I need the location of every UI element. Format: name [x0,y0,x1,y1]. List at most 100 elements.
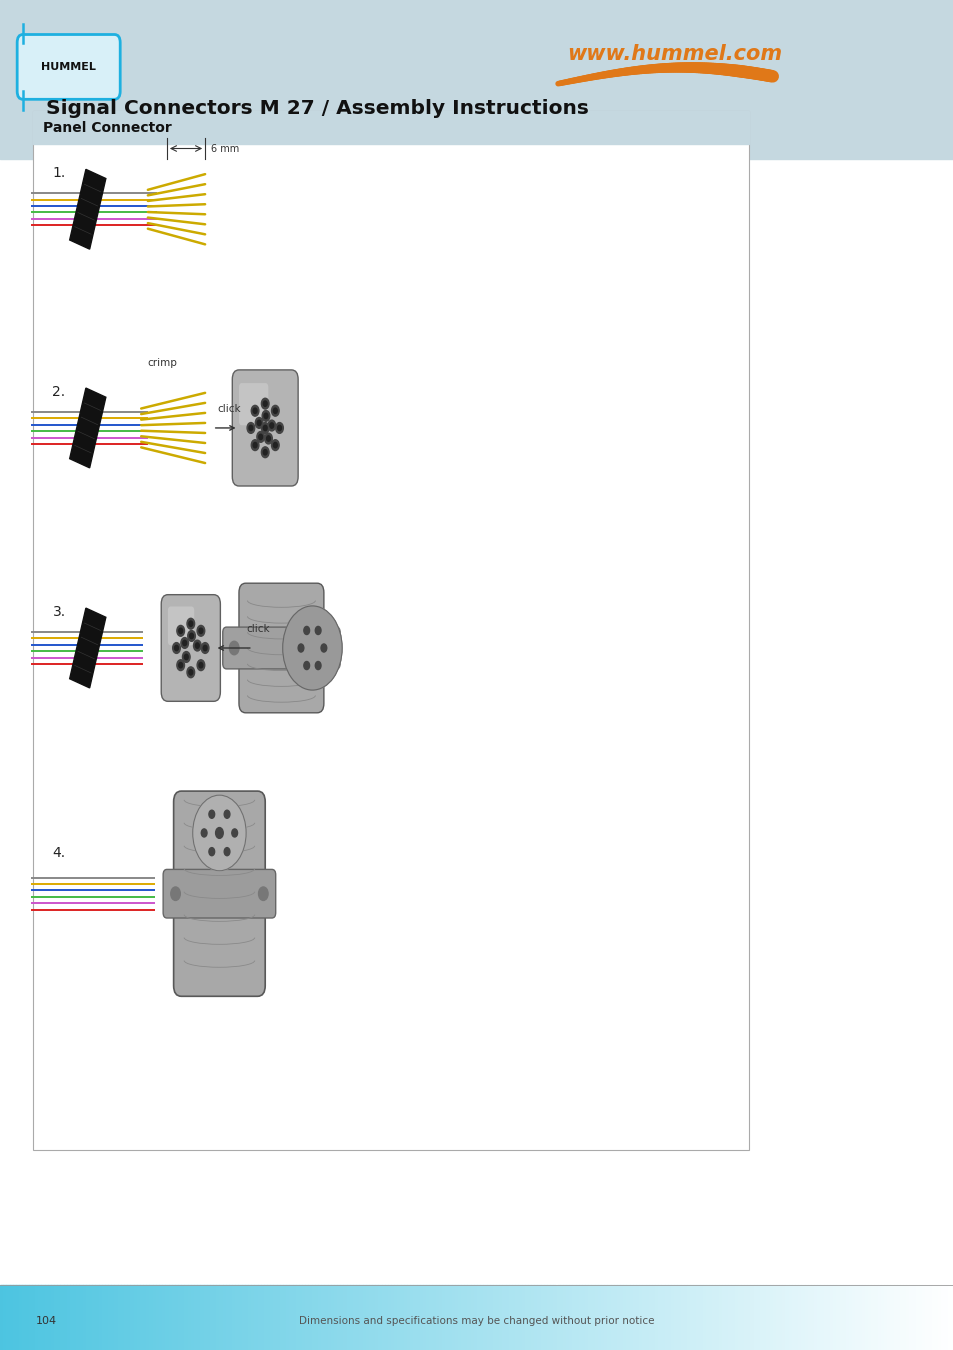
Text: 4.: 4. [52,846,66,860]
Bar [534,1285,537,1350]
Bar [746,1285,750,1350]
Bar [302,1285,305,1350]
Bar [784,1285,788,1350]
Bar [476,1285,479,1350]
Circle shape [258,435,262,440]
Bar [737,1285,740,1350]
Bar [388,1285,391,1350]
FancyBboxPatch shape [161,594,220,702]
Bar [689,1285,693,1350]
Bar [336,1285,340,1350]
Bar [839,1285,841,1350]
Bar [756,1285,760,1350]
Bar [64,1285,67,1350]
Bar [229,1285,232,1350]
Bar [743,1285,746,1350]
Bar [108,1285,112,1350]
Circle shape [193,795,246,871]
Bar [10,1285,12,1350]
Bar [610,1285,613,1350]
Bar [524,1285,527,1350]
Bar [619,1285,622,1350]
Bar [274,1285,276,1350]
Bar [321,1285,324,1350]
Bar [29,1285,31,1350]
Bar [855,1285,858,1350]
Bar [798,1285,801,1350]
Bar [810,1285,813,1350]
Bar [70,1285,73,1350]
Bar [260,1285,264,1350]
Bar [896,1285,899,1350]
Bar [298,1285,302,1350]
Bar [931,1285,934,1350]
Bar [327,1285,331,1350]
Bar [26,1285,29,1350]
Circle shape [275,423,283,433]
Bar [559,1285,562,1350]
Bar [162,1285,165,1350]
Bar [127,1285,131,1350]
Bar [105,1285,108,1350]
Bar [877,1285,880,1350]
Bar [603,1285,607,1350]
Bar [19,1285,22,1350]
Bar [683,1285,686,1350]
Bar [517,1285,521,1350]
Bar [441,1285,445,1350]
Circle shape [197,660,205,671]
Bar [33,111,748,144]
Bar [912,1285,915,1350]
Bar [502,1285,505,1350]
Bar [102,1285,105,1350]
Bar [413,1285,416,1350]
Bar [572,1285,575,1350]
Bar [213,1285,216,1350]
Bar [813,1285,817,1350]
Bar [760,1285,762,1350]
Bar [515,1285,517,1350]
Bar [257,1285,260,1350]
Bar [505,1285,508,1350]
Circle shape [199,628,203,633]
Bar [512,1285,515,1350]
Bar [902,1285,905,1350]
Bar [38,1285,41,1350]
Bar [905,1285,908,1350]
Circle shape [190,633,193,639]
Bar [216,1285,219,1350]
Bar [334,1285,336,1350]
Bar [893,1285,896,1350]
Polygon shape [70,387,106,468]
Bar [378,1285,381,1350]
Bar [150,1285,152,1350]
Bar [455,1285,457,1350]
Bar [460,1285,464,1350]
Bar [445,1285,448,1350]
Bar [803,1285,807,1350]
Bar [822,1285,826,1350]
Bar [92,1285,95,1350]
Bar [79,1285,83,1350]
FancyBboxPatch shape [17,35,120,100]
FancyBboxPatch shape [222,628,339,668]
Bar [486,1285,489,1350]
Circle shape [253,443,256,448]
Text: 6 mm: 6 mm [211,143,239,154]
Bar [750,1285,753,1350]
Text: www.hummel.com: www.hummel.com [567,45,781,63]
Bar [7,1285,10,1350]
Bar [451,1285,455,1350]
Bar [31,1285,35,1350]
Bar [922,1285,924,1350]
Bar [899,1285,902,1350]
Bar [384,1285,388,1350]
Bar [73,1285,76,1350]
Bar [381,1285,384,1350]
Bar [581,1285,584,1350]
Bar [924,1285,927,1350]
Circle shape [261,398,269,409]
Bar [165,1285,169,1350]
Bar [886,1285,889,1350]
Bar [858,1285,861,1350]
